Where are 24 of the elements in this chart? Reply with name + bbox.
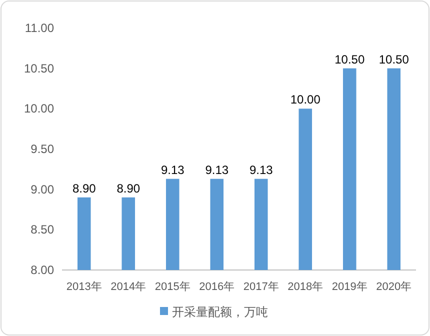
data-label: 10.50 [378,52,410,66]
x-tick-label: 2018年 [288,281,324,293]
legend-label: 开采量配额，万吨 [172,305,268,319]
y-tick-label: 8.00 [30,263,54,277]
x-tick-label: 2013年 [66,281,102,293]
data-label: 10.00 [290,92,321,107]
y-tick-label: 10.50 [24,61,54,76]
x-tick-label: 2015年 [154,281,190,293]
data-label: 9.13 [160,162,185,177]
data-label: 8.90 [72,181,96,196]
data-label: 9.13 [205,162,229,177]
x-tick-label: 2019年 [332,281,368,293]
x-tick-label: 2017年 [243,281,279,293]
x-tick-label: 2014年 [110,281,146,293]
data-label: 10.50 [334,52,365,66]
y-tick-label: 11.00 [24,21,54,35]
data-label: 8.90 [116,181,140,196]
x-tick-label: 2016年 [199,281,235,293]
y-tick-label: 10.00 [24,102,54,116]
x-tick-label: 2020年 [376,281,412,293]
y-tick-label: 9.50 [30,142,54,156]
y-tick-label: 9.00 [30,182,54,196]
y-tick-label: 8.50 [30,222,54,237]
data-label: 9.13 [249,162,274,177]
